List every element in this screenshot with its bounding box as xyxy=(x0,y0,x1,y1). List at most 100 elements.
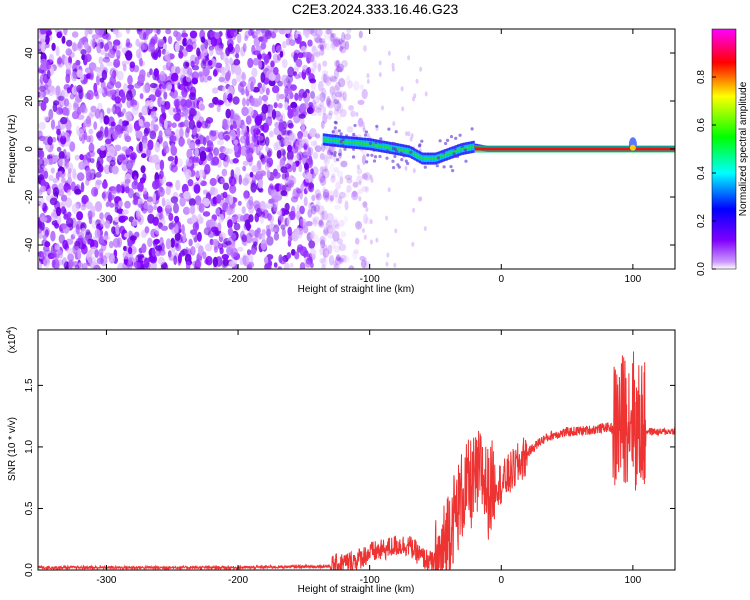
heatmap-ridge-cell xyxy=(378,144,381,148)
heatmap-noise-cell xyxy=(157,39,165,48)
heatmap-noise-cell xyxy=(208,102,215,108)
heatmap-noise-cell xyxy=(233,222,241,231)
heatmap-ridge-cell xyxy=(367,142,369,146)
heatmap-noise-cell xyxy=(256,207,263,217)
heatmap-noise-cell xyxy=(248,261,255,268)
heatmap-noise-cell xyxy=(66,39,73,47)
heatmap-noise-cell xyxy=(283,136,290,147)
heatmap-noise-cell xyxy=(287,226,293,236)
heatmap-noise-cell xyxy=(341,60,348,68)
heatmap-noise-cell xyxy=(257,144,263,152)
heatmap-noise-cell xyxy=(153,29,158,34)
heatmap-noise-cell xyxy=(207,60,213,66)
heatmap-noise-cell xyxy=(340,231,347,238)
heatmap-noise-cell xyxy=(356,119,363,129)
heatmap-noise-cell xyxy=(333,109,339,116)
heatmap-noise-cell xyxy=(315,29,323,38)
heatmap-noise-cell xyxy=(225,71,231,82)
heatmap-noise-cell xyxy=(236,32,242,44)
heatmap-noise-cell xyxy=(62,239,68,250)
heatmap-noise-cell xyxy=(178,122,184,128)
heatmap-noise-cell xyxy=(297,52,304,59)
heatmap-noise-cell xyxy=(55,46,60,57)
heatmap-ridge-cell xyxy=(333,151,337,155)
heatmap-noise-cell xyxy=(231,78,237,87)
heatmap-noise-cell xyxy=(108,191,112,203)
heatmap-noise-cell xyxy=(235,52,240,59)
heatmap-noise-cell xyxy=(314,189,321,199)
heatmap-noise-cell xyxy=(338,196,343,205)
heatmap-noise-cell xyxy=(262,209,269,219)
colorbar-tick-label: 0.6 xyxy=(696,118,707,132)
heatmap-noise-cell xyxy=(393,262,397,268)
heatmap-ridge-cell xyxy=(379,144,382,148)
heatmap-noise-cell xyxy=(424,91,428,97)
heatmap-noise-cell xyxy=(212,69,218,77)
heatmap-noise-cell xyxy=(186,37,192,46)
heatmap-noise-cell xyxy=(51,210,57,221)
heatmap-noise-cell xyxy=(73,85,78,94)
heatmap-noise-cell xyxy=(319,40,327,51)
heatmap-ridge-cell xyxy=(390,146,393,150)
spectrogram-x-tick-label: -300 xyxy=(96,274,116,285)
heatmap-ridge-cell xyxy=(352,132,356,136)
heatmap-noise-cell xyxy=(200,44,205,52)
heatmap-noise-cell xyxy=(163,119,168,130)
heatmap-noise-cell xyxy=(278,93,286,100)
heatmap-ridge-cell xyxy=(470,127,474,131)
heatmap-noise-cell xyxy=(168,212,174,222)
heatmap-noise-cell xyxy=(96,257,104,265)
heatmap-noise-cell xyxy=(131,104,139,116)
heatmap-noise-cell xyxy=(334,60,340,68)
heatmap-ridge-cell xyxy=(370,153,374,157)
heatmap-noise-cell xyxy=(284,29,291,34)
heatmap-noise-cell xyxy=(179,196,186,207)
heatmap-noise-cell xyxy=(353,248,360,255)
heatmap-noise-cell xyxy=(260,42,267,50)
heatmap-noise-cell xyxy=(253,241,258,247)
heatmap-ridge-cell xyxy=(351,141,354,144)
heatmap-noise-cell xyxy=(196,47,201,57)
heatmap-ridge-cell xyxy=(329,138,332,142)
heatmap-noise-cell xyxy=(264,263,271,269)
heatmap-noise-cell xyxy=(348,105,354,111)
heatmap-noise-cell xyxy=(127,75,133,85)
heatmap-noise-cell xyxy=(326,95,331,106)
heatmap-noise-cell xyxy=(51,42,56,52)
heatmap-noise-cell xyxy=(114,44,121,50)
heatmap-noise-cell xyxy=(138,42,145,52)
heatmap-ridge-cell xyxy=(363,133,368,137)
heatmap-noise-cell xyxy=(341,31,346,43)
heatmap-noise-cell xyxy=(96,74,100,86)
heatmap-noise-cell xyxy=(160,103,166,114)
heatmap-noise-cell xyxy=(244,35,249,42)
heatmap-noise-cell xyxy=(391,66,395,72)
heatmap-ridge-cell xyxy=(427,157,429,160)
spectrogram-x-label: Height of straight line (km) xyxy=(298,284,415,295)
heatmap-noise-cell xyxy=(39,89,44,99)
heatmap-ridge-cell xyxy=(416,154,418,157)
heatmap-noise-cell xyxy=(327,149,332,156)
heatmap-noise-cell xyxy=(363,172,371,181)
heatmap-ridge-cell xyxy=(444,153,447,157)
heatmap-noise-cell xyxy=(95,219,102,227)
heatmap-noise-cell xyxy=(253,136,259,142)
heatmap-noise-cell xyxy=(243,190,249,201)
heatmap-noise-cell xyxy=(313,139,318,150)
heatmap-noise-cell xyxy=(210,187,218,196)
heatmap-noise-cell xyxy=(214,62,223,69)
heatmap-noise-cell xyxy=(60,116,68,125)
heatmap-noise-cell xyxy=(407,131,411,137)
heatmap-noise-cell xyxy=(272,85,280,94)
heatmap-noise-cell xyxy=(275,140,281,151)
heatmap-noise-cell xyxy=(249,171,254,178)
heatmap-noise-cell xyxy=(115,49,122,56)
heatmap-noise-cell xyxy=(338,257,344,265)
heatmap-noise-cell xyxy=(348,265,355,269)
heatmap-noise-cell xyxy=(184,253,192,264)
heatmap-noise-cell xyxy=(369,239,373,245)
heatmap-noise-cell xyxy=(225,64,231,72)
heatmap-noise-cell xyxy=(294,92,299,101)
heatmap-noise-cell xyxy=(111,187,117,194)
heatmap-noise-cell xyxy=(114,206,119,213)
